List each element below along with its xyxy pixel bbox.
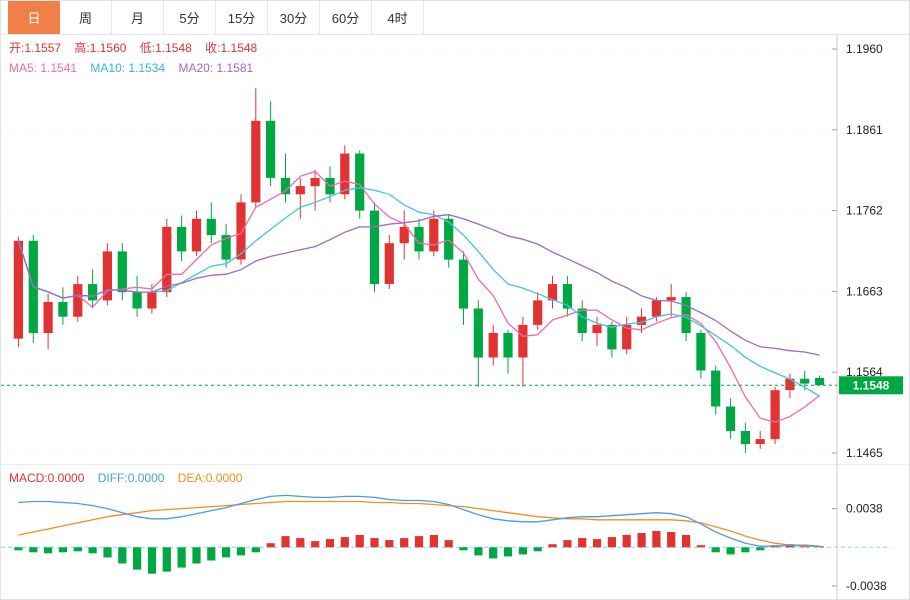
tab-60min[interactable]: 60分 — [320, 1, 372, 34]
svg-text:1.1762: 1.1762 — [846, 204, 883, 218]
ma-line: MA5: 1.1541 MA10: 1.1534 MA20: 1.1581 — [9, 58, 267, 78]
svg-text:1.1564: 1.1564 — [846, 365, 883, 379]
tab-4hour[interactable]: 4时 — [372, 1, 424, 34]
candlestick-chart[interactable]: 1.1960 1.1861 1.1762 1.1663 1.1564 1.1465 1.15… — [1, 35, 909, 465]
tab-30min[interactable]: 30分 — [268, 1, 320, 34]
ma10-value: MA10: 1.1534 — [90, 61, 166, 75]
svg-text:1.1663: 1.1663 — [846, 284, 883, 298]
dea-value: DEA:0.0000 — [177, 471, 243, 485]
svg-text:1.1861: 1.1861 — [846, 123, 883, 137]
ohlc-legend: 开:1.1557 高:1.1560 低:1.1548 收:1.1548 MA5:… — [9, 38, 267, 78]
ohlc-line: 开:1.1557 高:1.1560 低:1.1548 收:1.1548 — [9, 38, 267, 58]
macd-panel[interactable]: MACD:0.0000 DIFF:0.0000 DEA:0.0000 0.003… — [1, 465, 909, 599]
main-chart-panel[interactable]: 开:1.1557 高:1.1560 低:1.1548 收:1.1548 MA5:… — [1, 35, 909, 465]
svg-text:0.0038: 0.0038 — [846, 502, 883, 516]
low-value: 低:1.1548 — [139, 41, 192, 55]
svg-text:1.1960: 1.1960 — [846, 42, 883, 56]
macd-value: MACD:0.0000 — [9, 471, 85, 485]
high-value: 高:1.1560 — [74, 41, 127, 55]
tab-5min[interactable]: 5分 — [164, 1, 216, 34]
tab-month[interactable]: 月 — [112, 1, 164, 34]
open-value: 开:1.1557 — [9, 41, 62, 55]
macd-legend: MACD:0.0000 DIFF:0.0000 DEA:0.0000 — [9, 468, 252, 488]
tab-day[interactable]: 日 — [8, 1, 60, 34]
tab-15min[interactable]: 15分 — [216, 1, 268, 34]
ma5-value: MA5: 1.1541 — [9, 61, 78, 75]
tab-week[interactable]: 周 — [60, 1, 112, 34]
macd-chart[interactable]: 0.0038 -0.0038 — [1, 465, 909, 599]
svg-text:1.1548: 1.1548 — [853, 378, 890, 392]
svg-text:1.1465: 1.1465 — [846, 446, 883, 460]
diff-value: DIFF:0.0000 — [97, 471, 165, 485]
ma20-value: MA20: 1.1581 — [178, 61, 254, 75]
close-value: 收:1.1548 — [205, 41, 258, 55]
timeframe-toolbar: 日 周 月 5分 15分 30分 60分 4时 — [1, 1, 909, 35]
svg-text:-0.0038: -0.0038 — [846, 579, 887, 593]
